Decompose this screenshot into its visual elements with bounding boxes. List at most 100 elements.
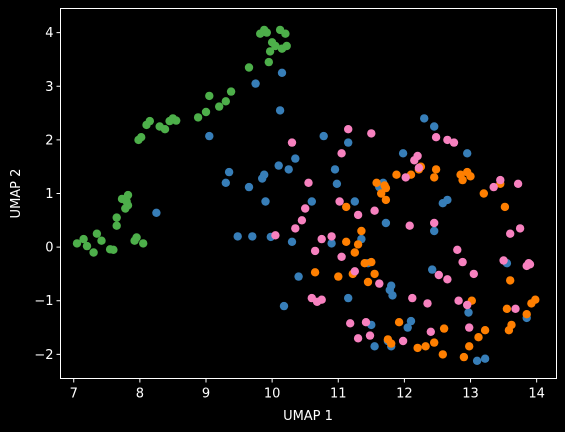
series-1 xyxy=(152,68,531,365)
data-point xyxy=(304,178,313,187)
data-point xyxy=(513,179,523,188)
x-tick-label: 9 xyxy=(202,387,210,402)
data-point xyxy=(449,138,459,147)
data-point xyxy=(297,216,307,225)
data-point xyxy=(244,63,254,72)
data-point xyxy=(344,293,353,303)
data-point xyxy=(454,296,463,305)
data-point xyxy=(284,165,293,174)
data-point xyxy=(387,281,396,290)
data-point xyxy=(319,131,328,141)
data-point xyxy=(79,234,88,244)
data-point xyxy=(221,97,230,106)
x-tick-label: 14 xyxy=(528,387,545,402)
data-point xyxy=(469,269,478,279)
data-point xyxy=(430,226,439,236)
data-point xyxy=(365,331,375,340)
data-point xyxy=(350,197,359,206)
data-point xyxy=(372,178,381,187)
data-point xyxy=(375,279,384,288)
y-tick-label: 4 xyxy=(45,26,53,41)
data-point xyxy=(443,195,452,205)
data-point xyxy=(522,310,531,319)
series-0 xyxy=(72,25,291,257)
data-point xyxy=(152,208,161,217)
data-point xyxy=(342,202,351,212)
data-point xyxy=(344,138,353,147)
data-point xyxy=(463,300,472,310)
data-point xyxy=(398,336,408,346)
data-point xyxy=(405,221,414,230)
data-point xyxy=(367,257,376,267)
data-point xyxy=(489,182,498,192)
data-point xyxy=(251,79,260,88)
data-point xyxy=(507,320,516,330)
data-point xyxy=(317,234,326,244)
data-point xyxy=(327,239,336,248)
data-point xyxy=(281,29,290,38)
data-point xyxy=(327,232,336,241)
data-point xyxy=(335,197,344,206)
data-point xyxy=(377,189,386,198)
data-point xyxy=(515,224,525,233)
data-point xyxy=(370,342,379,351)
data-point xyxy=(291,154,300,163)
data-point xyxy=(215,102,224,111)
data-point xyxy=(350,267,359,276)
data-point xyxy=(367,129,376,138)
data-point xyxy=(271,41,280,51)
data-point xyxy=(287,138,297,147)
data-point xyxy=(459,352,469,362)
points-layer xyxy=(72,25,540,365)
data-point xyxy=(458,257,467,267)
data-point xyxy=(472,356,482,365)
data-point xyxy=(137,133,146,142)
data-point xyxy=(353,334,363,343)
data-point xyxy=(334,272,343,281)
data-point xyxy=(502,304,512,313)
data-point xyxy=(287,237,297,246)
data-point xyxy=(403,323,412,332)
data-point xyxy=(387,339,396,348)
data-point xyxy=(443,135,452,145)
data-point xyxy=(353,240,363,249)
data-point xyxy=(193,113,203,122)
data-point xyxy=(277,68,287,78)
data-point xyxy=(438,350,447,359)
data-point xyxy=(414,163,424,172)
data-point xyxy=(279,301,289,311)
data-point xyxy=(431,165,441,174)
data-point xyxy=(132,233,141,242)
data-point xyxy=(291,224,300,233)
data-point xyxy=(233,232,242,241)
data-point xyxy=(160,125,170,134)
data-point xyxy=(145,116,154,126)
data-point xyxy=(423,299,432,308)
data-point xyxy=(421,342,430,351)
data-point xyxy=(112,221,121,230)
data-point xyxy=(406,316,416,326)
y-tick-label: 0 xyxy=(45,241,53,256)
data-point xyxy=(499,256,508,265)
data-point xyxy=(430,122,439,131)
data-point xyxy=(244,182,254,192)
data-point xyxy=(525,260,535,269)
data-point xyxy=(265,47,275,56)
data-point xyxy=(221,178,230,187)
data-point xyxy=(353,210,363,220)
data-point xyxy=(172,116,181,125)
data-point xyxy=(420,114,429,123)
y-axis-label: UMAP 2 xyxy=(9,169,24,219)
data-point xyxy=(413,151,422,161)
data-point xyxy=(479,189,488,198)
data-point xyxy=(370,269,379,279)
x-tick-label: 8 xyxy=(136,387,144,402)
data-point xyxy=(264,57,273,67)
data-point xyxy=(388,291,397,300)
data-point xyxy=(363,277,373,287)
data-point xyxy=(205,131,214,141)
data-point xyxy=(401,173,410,182)
data-point xyxy=(381,218,391,228)
